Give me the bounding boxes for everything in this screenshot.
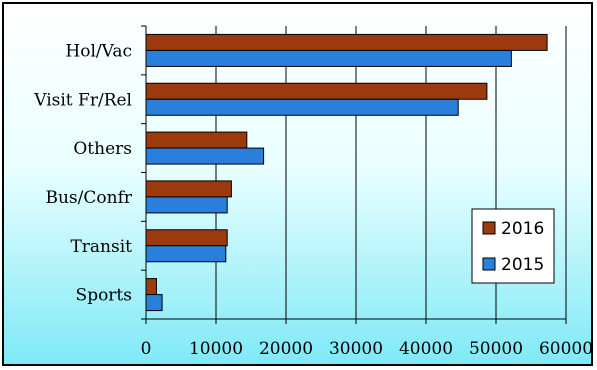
- bar-2016-bus-confr: [145, 180, 232, 198]
- x-tick-label: 10000: [189, 339, 243, 359]
- bar-2016-others: [145, 131, 248, 149]
- bar-2015-bus-confr: [145, 196, 228, 214]
- category-label: Others: [73, 139, 132, 159]
- bar-2015-others: [145, 147, 265, 165]
- bar-2016-transit: [145, 229, 228, 247]
- tick-labels: 0 10000 20000 30000 40000 50000 60000: [141, 339, 593, 359]
- x-tick-label: 40000: [399, 339, 453, 359]
- legend-label-2015: 2015: [501, 255, 544, 275]
- category-labels: Hol/Vac Visit Fr/Rel Others Bus/Confr Transi…: [33, 41, 133, 305]
- bar-2015-hol-vac: [145, 49, 512, 67]
- x-tick-label: 60000: [539, 339, 593, 359]
- axes: [141, 25, 567, 324]
- bar-2015-transit: [145, 245, 227, 263]
- legend-swatch-2015: [482, 257, 496, 271]
- x-tick-label: 50000: [469, 339, 523, 359]
- bar-2016-hol-vac: [145, 33, 548, 51]
- category-label: Hol/Vac: [65, 41, 132, 61]
- bar-2015-sports: [145, 294, 163, 312]
- legend-box: [471, 208, 555, 284]
- category-label: Visit Fr/Rel: [33, 90, 132, 110]
- bar-2016-sports: [145, 278, 157, 296]
- x-tick-label: 0: [141, 339, 152, 359]
- category-label: Bus/Confr: [45, 188, 132, 208]
- x-tick-label: 30000: [329, 339, 383, 359]
- x-tick-label: 20000: [259, 339, 313, 359]
- legend-swatch-2016: [482, 221, 496, 235]
- bars: [145, 33, 548, 312]
- legend: 2016 2015: [471, 208, 555, 284]
- legend-label-2016: 2016: [501, 219, 544, 239]
- bar-2016-visit-fr-rel: [145, 82, 488, 100]
- grid-lines: [215, 26, 567, 319]
- bar-2015-visit-fr-rel: [145, 98, 459, 116]
- category-label: Transit: [70, 237, 132, 257]
- category-label: Sports: [76, 286, 132, 306]
